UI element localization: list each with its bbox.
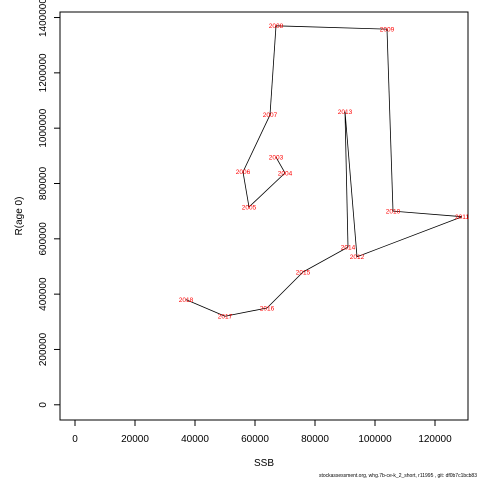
series-segment (392, 210, 463, 218)
x-tick-label: 60000 (241, 434, 269, 445)
x-tick-label: 120000 (418, 434, 452, 445)
series-segment (242, 171, 250, 208)
series-segment (386, 29, 394, 212)
series-segment (302, 246, 349, 273)
y-tick-label: 1200000 (38, 53, 49, 92)
point-label: 2006 (236, 169, 251, 176)
point-label: 2018 (179, 297, 194, 304)
series-segment (185, 299, 226, 317)
point-labels: 2003 2004 2005 2006 2007 2008 2009 2010 2011 2012… (179, 23, 470, 320)
x-tick-label: 40000 (181, 434, 209, 445)
point-label: 2011 (455, 214, 469, 221)
series-segment (269, 25, 277, 115)
point-label: 2016 (260, 305, 275, 312)
point-label: 2013 (338, 109, 353, 116)
y-tick-label: 1400000 (38, 0, 49, 37)
series-segment (242, 114, 271, 173)
x-tick-label: 0 (72, 434, 78, 445)
series-segment (356, 216, 463, 258)
series-segment (248, 172, 286, 208)
x-tick-label: 20000 (121, 434, 149, 445)
y-axis-label: R(age 0) (14, 197, 25, 236)
y-tick-label: 200000 (38, 332, 49, 366)
x-tick-label: 80000 (301, 434, 329, 445)
x-tick-label: 100000 (358, 434, 392, 445)
y-tick-label: 0 (38, 402, 49, 408)
y-tick-label: 800000 (38, 166, 49, 200)
point-label: 2003 (269, 155, 284, 162)
point-label: 2014 (341, 244, 356, 251)
point-label: 2004 (278, 170, 293, 177)
point-label: 2005 (242, 204, 257, 211)
x-axis: 0 20000 40000 60000 80000 100000 120000 (72, 419, 452, 445)
y-tick-label: 400000 (38, 277, 49, 311)
point-label: 2012 (350, 254, 365, 261)
y-tick-label: 600000 (38, 222, 49, 256)
point-label: 2017 (218, 314, 233, 321)
series-segment (275, 25, 388, 30)
point-label: 2007 (263, 112, 278, 119)
plot-frame (59, 11, 469, 421)
point-label: 2015 (296, 269, 311, 276)
point-label: 2008 (269, 23, 284, 30)
series-segment (344, 111, 358, 257)
series-segment (275, 157, 286, 174)
series-segment (224, 307, 268, 317)
series-segment (344, 111, 349, 248)
footer-note: stockassessment.org, whg.7b-ce-k_2_short… (318, 473, 477, 479)
point-label: 2010 (386, 208, 401, 215)
y-axis: 0 200000 400000 600000 800000 1000000 1200000 1… (38, 0, 61, 408)
y-tick-label: 1000000 (38, 108, 49, 147)
x-axis-label: SSB (254, 458, 274, 469)
series-line (185, 25, 463, 317)
series-segment (266, 271, 304, 309)
point-label: 2009 (380, 26, 395, 33)
